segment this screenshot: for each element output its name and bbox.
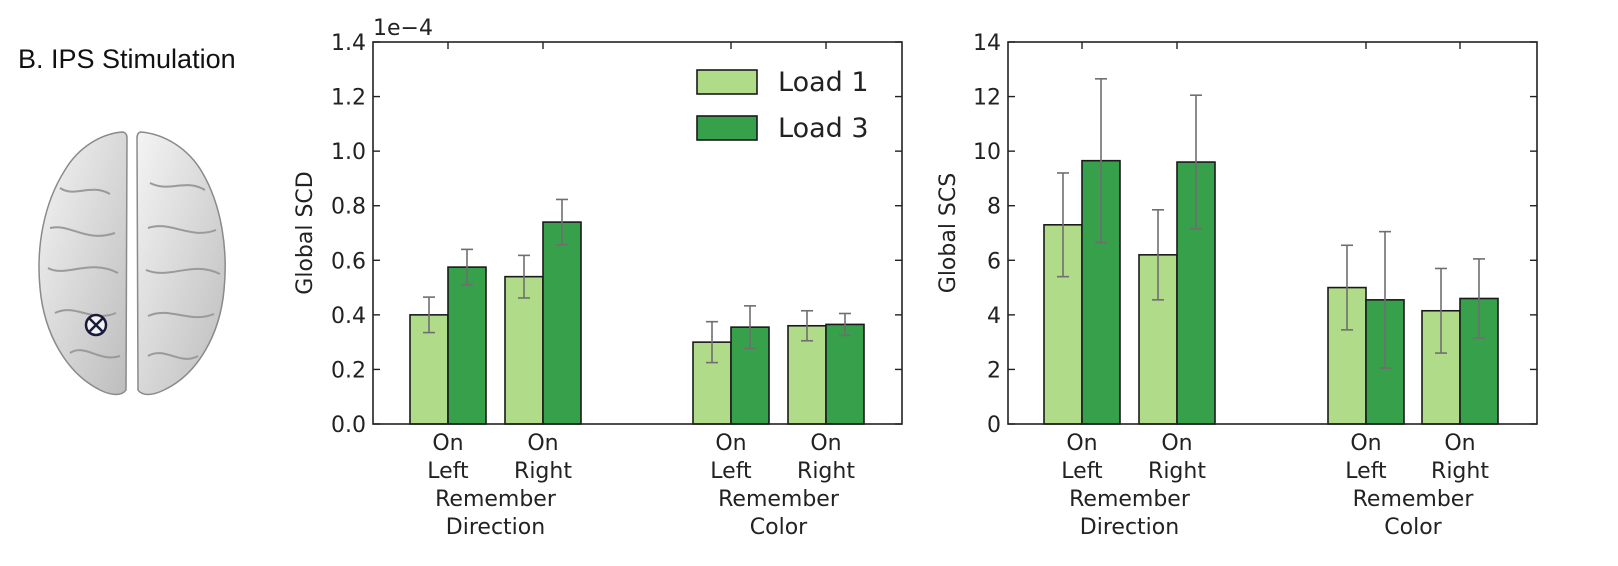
y-tick-label: 1.2	[331, 86, 366, 111]
y-tick-label: 8	[987, 195, 1001, 220]
chart-2: 0 2 4 6 8 10 12 14 On Left On Right On Left On Right Rem…	[936, 31, 1538, 540]
plot-frame	[372, 41, 903, 425]
bar-load1-0	[409, 314, 449, 425]
group-label: Color	[1384, 515, 1442, 540]
bar-load3-2	[1365, 299, 1405, 425]
y-tick-label: 0.4	[331, 304, 366, 329]
left-hemisphere	[38, 131, 128, 396]
y-tick-label: 0.6	[331, 249, 366, 274]
group-label: Remember	[435, 487, 557, 512]
y-tick-label: 1.0	[331, 140, 366, 165]
legend-label: Load 3	[778, 113, 869, 144]
chart-1: 0.0 0.2 0.4 0.6 0.8 1.0 1.2 1.4 On Left On Right On L…	[293, 16, 903, 540]
x-tick-label: Left	[710, 459, 752, 484]
bar-load3-0	[1081, 159, 1121, 425]
y-axis-label: Global SCD	[293, 171, 318, 294]
x-tick-label: On	[1161, 431, 1192, 456]
y-axis-label: Global SCS	[936, 173, 961, 293]
x-tick-label: Left	[1345, 459, 1387, 484]
x-tick-label: On	[432, 431, 463, 456]
y-tick-label: 12	[973, 86, 1001, 111]
x-tick-label: On	[810, 431, 841, 456]
group-label: Remember	[718, 487, 840, 512]
group-label: Remember	[1069, 487, 1191, 512]
group-label: Direction	[1080, 515, 1179, 540]
x-tick-label: On	[1350, 431, 1381, 456]
y-tick-label: 10	[973, 140, 1001, 165]
group-label: Color	[750, 515, 808, 540]
y-tick-label: 0.2	[331, 358, 366, 383]
x-tick-label: On	[715, 431, 746, 456]
bar-load1-1	[504, 275, 544, 425]
x-tick-label: Right	[1431, 459, 1489, 484]
x-tick-label: On	[527, 431, 558, 456]
x-tick-label: Right	[1148, 459, 1206, 484]
bar-load3-1	[542, 221, 582, 425]
bar-load1-2	[692, 341, 732, 425]
y-tick-label: 4	[987, 304, 1001, 329]
y-tick-label: 0	[987, 413, 1001, 438]
right-hemisphere	[136, 131, 226, 396]
cortex-folds	[47, 182, 221, 360]
y-tick-label: 1.4	[331, 31, 366, 56]
x-tick-label: On	[1444, 431, 1475, 456]
x-tick-label: Right	[514, 459, 572, 484]
bar-load3-3	[1459, 297, 1499, 425]
plot-frame	[1007, 41, 1538, 425]
y-tick-label: 6	[987, 249, 1001, 274]
y-tick-label: 0.8	[331, 195, 366, 220]
bar-load1-2	[1327, 286, 1367, 425]
group-label: Direction	[446, 515, 545, 540]
bar-load3-2	[730, 326, 770, 425]
brain-icon	[38, 131, 226, 396]
bar-load1-0	[1043, 224, 1083, 425]
bar-load3-0	[447, 266, 487, 425]
bar-load1-3	[787, 324, 827, 425]
x-tick-label: Left	[427, 459, 469, 484]
x-tick-label: Left	[1061, 459, 1103, 484]
y-tick-label: 0.0	[331, 413, 366, 438]
legend-swatch-load1	[696, 69, 758, 95]
x-tick-label: Right	[797, 459, 855, 484]
legend-swatch-load3	[696, 115, 758, 141]
x-tick-label: On	[1066, 431, 1097, 456]
y-tick-label: 14	[973, 31, 1001, 56]
panel-title: B. IPS Stimulation	[18, 44, 236, 74]
bar-load1-1	[1138, 254, 1178, 425]
group-label: Remember	[1353, 487, 1475, 512]
y-scale-multiplier: 1e−4	[373, 16, 433, 41]
y-tick-label: 2	[987, 358, 1001, 383]
bar-load1-3	[1421, 309, 1461, 425]
stimulation-site-marker	[84, 313, 108, 337]
legend-label: Load 1	[778, 67, 869, 98]
bar-load3-3	[825, 323, 865, 425]
bar-load3-1	[1176, 161, 1216, 425]
